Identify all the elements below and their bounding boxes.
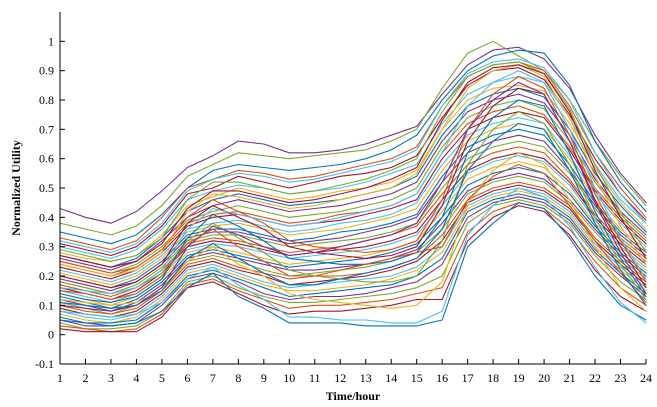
series-line-48 [59,58,647,254]
y-tick-label: 0.7 [39,122,54,136]
x-tick-label: 20 [538,371,550,385]
x-axis-title: Time/hour [326,389,381,403]
x-tick-label: 12 [334,371,346,385]
series-line-4 [59,61,647,251]
x-tick-label: 6 [184,371,190,385]
x-tick-label: 14 [385,371,397,385]
y-tick-label: 0 [48,328,54,342]
series-line-1 [59,46,647,224]
series-line-40 [59,99,647,303]
series-line-36 [59,152,647,312]
x-tick-label: 7 [210,371,216,385]
x-tick-label: 4 [133,371,139,385]
y-tick-label: 0.9 [39,64,54,78]
y-tick-label: 1 [48,34,54,48]
x-tick-label: 22 [589,371,601,385]
x-tick-label: 17 [462,371,474,385]
series-line-45 [59,163,647,303]
x-tick-label: 15 [411,371,423,385]
series-line-38 [59,75,647,283]
axis-layer [59,12,646,365]
series-line-28 [59,190,647,324]
series-line-13 [59,117,647,283]
series-line-47 [59,122,647,309]
y-tick-label: 0.6 [39,152,54,166]
x-tick-label: 10 [283,371,295,385]
series-line-30 [59,196,647,327]
y-tick-label: 0.8 [39,93,54,107]
series-line-39 [59,87,647,289]
y-tick-label: 0.3 [39,240,54,254]
x-tick-label: 18 [487,371,499,385]
series-line-34 [59,202,647,327]
y-tick-label: -0.1 [35,357,54,371]
series-line-43 [59,64,647,277]
series-line-6 [59,75,647,259]
x-tick-label: 24 [640,371,652,385]
x-tick-label: 21 [564,371,576,385]
series-line-26 [59,184,647,318]
series-line-41 [59,81,647,312]
x-tick-label: 2 [82,371,88,385]
series-line-33 [59,205,647,333]
series-line-14 [59,122,647,286]
series-line-3 [59,49,647,245]
y-ticks: -0.1 0 0.1 0.2 0.3 0.4 0.5 0.6 0.7 0.8 0.9 1 [35,34,65,371]
y-tick-label: 0.2 [39,269,54,283]
series-layer [59,40,647,333]
series-line-23 [59,172,647,312]
series-line-22 [59,166,647,309]
series-line-15 [59,128,647,289]
y-tick-label: 0.4 [39,210,54,224]
x-tick-label: 5 [159,371,165,385]
x-tick-label: 8 [235,371,241,385]
x-tick-label: 13 [360,371,372,385]
x-tick-label: 1 [57,371,63,385]
series-line-5 [59,67,647,257]
x-tick-label: 23 [615,371,627,385]
series-line-29 [59,193,647,324]
y-axis-title: Normalized Utility [9,140,23,236]
series-line-2 [59,40,647,236]
series-line-37 [59,111,647,301]
x-ticks: 1 2 3 4 5 6 7 8 9 10 11 12 13 14 15 16 17 18 19 20 21 22 23 24 [57,359,652,385]
series-line-17 [59,140,647,295]
series-line-46 [59,64,647,268]
series-line-35 [59,187,647,324]
y-tick-label: 0.5 [39,181,54,195]
series-line-42 [59,70,647,295]
series-line-9 [59,93,647,271]
x-tick-label: 19 [513,371,525,385]
x-tick-label: 9 [261,371,267,385]
x-tick-label: 3 [108,371,114,385]
x-tick-label: 16 [436,371,448,385]
x-tick-label: 11 [309,371,321,385]
y-tick-label: 0.1 [39,298,54,312]
